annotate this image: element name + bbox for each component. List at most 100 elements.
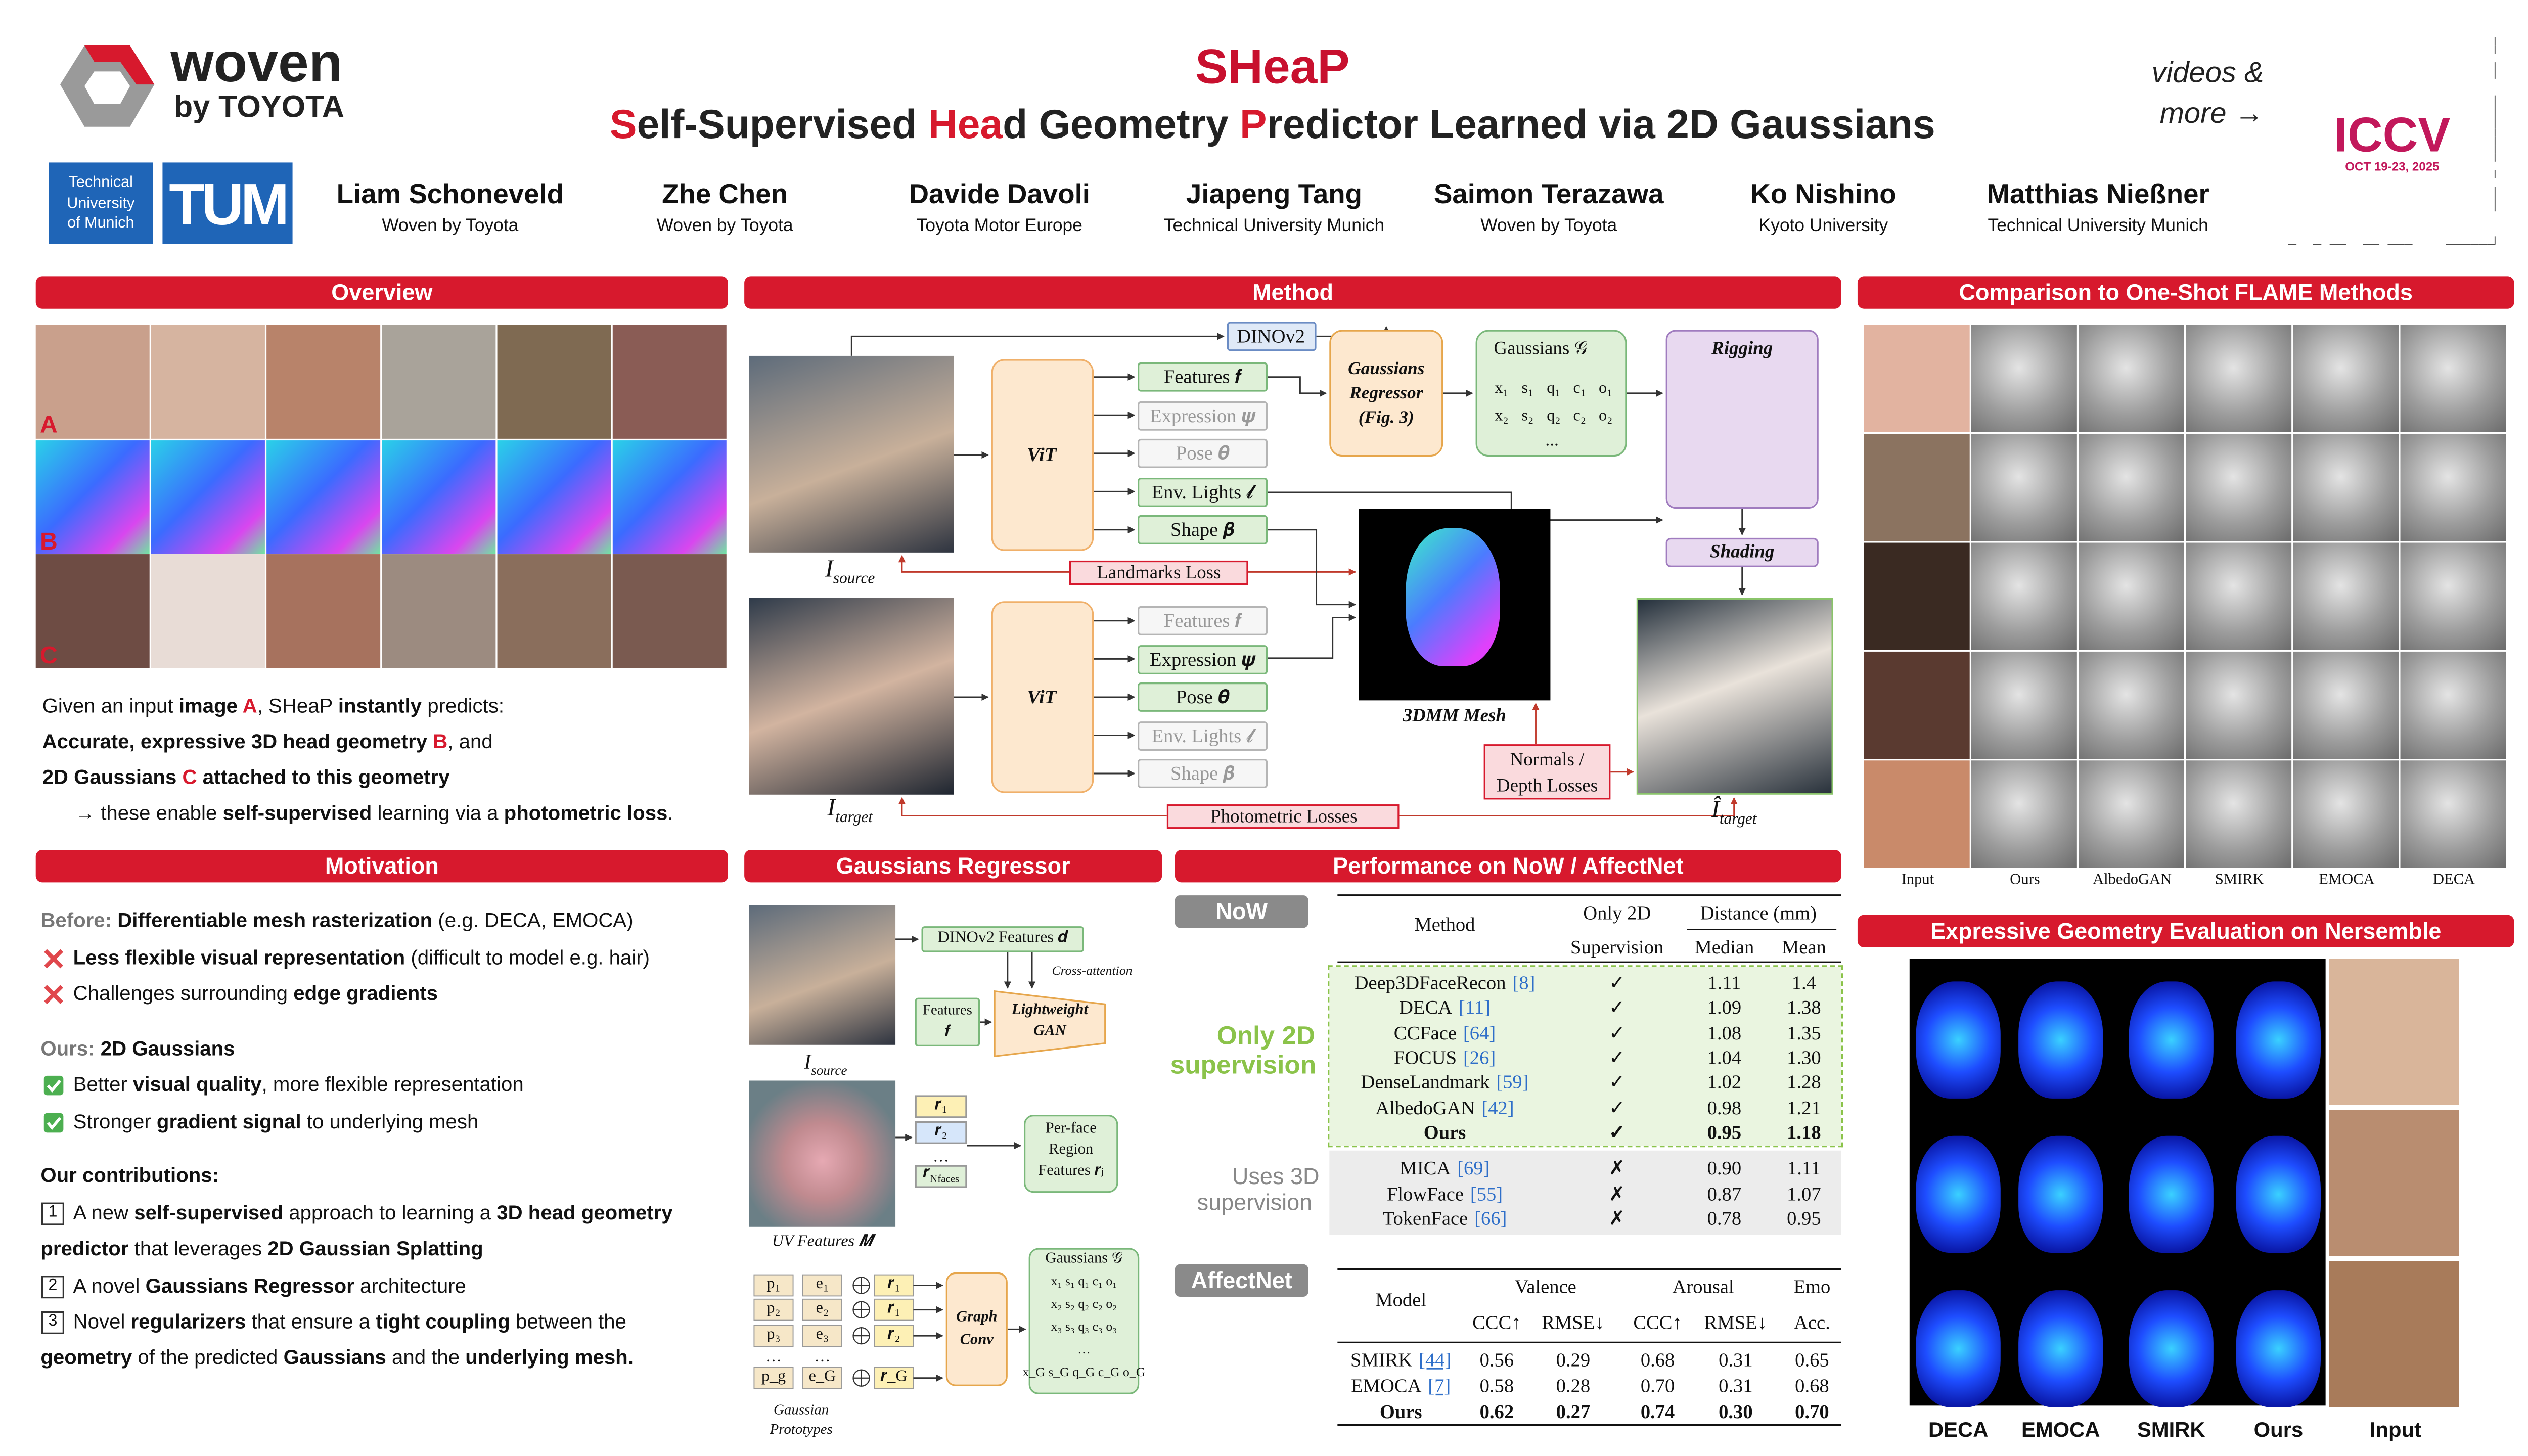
- text-run: instantly: [338, 694, 422, 717]
- section-bar: [35, 850, 729, 883]
- output-box: [1138, 759, 1268, 788]
- feature-box: [915, 997, 980, 1046]
- citation: [11]: [1459, 996, 1491, 1019]
- text-line: geometry of the predicted Gaussians and …: [40, 1346, 634, 1369]
- text-run: elf-Supervised: [637, 102, 928, 148]
- symbol: Î: [1711, 797, 1720, 824]
- region-box: [915, 1121, 967, 1144]
- text-run: B: [433, 730, 448, 753]
- text-run: edge gradients: [293, 982, 438, 1005]
- citation: [44]: [1419, 1348, 1452, 1371]
- text-line: Our contributions:: [40, 1165, 219, 1187]
- author-name: Zhe Chen: [662, 178, 788, 210]
- model-name: EMOCA: [1351, 1374, 1422, 1397]
- check-mark: [47, 1079, 62, 1093]
- text-run: predicts:: [422, 694, 505, 717]
- image: [266, 325, 381, 439]
- qr-code: [2286, 35, 2495, 244]
- image: [1971, 542, 2077, 650]
- output-box: [1138, 644, 1268, 674]
- image: [382, 325, 496, 439]
- label: 0.65: [1795, 1348, 1829, 1371]
- text-run: Accurate, expressive 3D head geometry: [42, 730, 433, 753]
- image: [266, 554, 381, 668]
- model-name: SMIRK: [1350, 1348, 1413, 1371]
- label: 𝒓₁: [887, 1275, 900, 1293]
- label: 0.95: [1707, 1120, 1742, 1144]
- label: 0.31: [1719, 1348, 1753, 1371]
- label: RMSE↓: [1704, 1310, 1768, 1334]
- symbol: I: [827, 796, 836, 823]
- label: Landmarks Loss: [1097, 563, 1221, 583]
- method-name: FOCUS: [1393, 1045, 1457, 1069]
- table-cell: AlbedoGAN [42]: [1375, 1097, 1514, 1117]
- image: [2329, 959, 2459, 1105]
- number-box: [41, 1202, 64, 1225]
- text-line: 2D Gaussians C attached to this geometry: [42, 767, 450, 789]
- text-run: (e.g. DECA, EMOCA): [432, 909, 634, 932]
- label: e₁: [816, 1275, 829, 1293]
- label: Gaussian: [773, 1401, 829, 1418]
- label: ViT: [1027, 443, 1057, 466]
- section-heading: Expressive Geometry Evaluation on Nersem…: [1930, 917, 2442, 944]
- image: [1864, 651, 1970, 759]
- label: 1.30: [1787, 1045, 1821, 1069]
- label: ✓: [1609, 971, 1626, 994]
- symbol: I: [825, 557, 833, 583]
- label: 0.78: [1707, 1207, 1742, 1230]
- proto-cell: [753, 1325, 794, 1347]
- number: 1: [48, 1203, 58, 1222]
- citation: [69]: [1457, 1156, 1490, 1179]
- subscript: source: [811, 1062, 847, 1078]
- method-name: FlowFace: [1386, 1181, 1464, 1205]
- label: Median: [1694, 935, 1754, 959]
- label: 0.70: [1640, 1374, 1675, 1397]
- number-box: [41, 1276, 64, 1299]
- image: [2293, 760, 2399, 868]
- plus-op: [853, 1301, 870, 1318]
- text-run: S: [609, 102, 637, 148]
- image: [1864, 434, 1970, 541]
- label: Shape 𝜷: [1170, 761, 1235, 785]
- label: RMSE↓: [1542, 1310, 1605, 1334]
- image: [382, 440, 496, 555]
- label: 𝒓₂: [887, 1326, 900, 1344]
- author-name: Ko Nishino: [1750, 178, 1897, 210]
- text-run: 2D Gaussian Splatting: [267, 1237, 483, 1260]
- text-run: of the predicted: [132, 1346, 284, 1369]
- math-label: Îtarget: [1711, 797, 1757, 829]
- label: 0.95: [1787, 1207, 1821, 1230]
- image: [2186, 760, 2292, 868]
- label: Input: [1901, 873, 1934, 889]
- author-name: Davide Davoli: [909, 178, 1090, 210]
- render-image: [1636, 598, 1833, 795]
- tag-box: [1175, 1264, 1308, 1297]
- image: [2400, 651, 2506, 759]
- text-run: underlying mesh.: [465, 1346, 634, 1369]
- label: 1.28: [1787, 1070, 1821, 1094]
- text-run: gradient signal: [156, 1110, 301, 1133]
- plus-op: [853, 1328, 870, 1344]
- arrow: [1268, 614, 1357, 659]
- table-cell: Ours: [1424, 1122, 1466, 1143]
- section-heading: Gaussians Regressor: [836, 852, 1070, 879]
- label: …: [933, 1148, 950, 1167]
- text-run: predictor: [40, 1237, 129, 1260]
- author-name: Jiapeng Tang: [1186, 178, 1363, 210]
- text-run: architecture: [354, 1275, 466, 1298]
- label: CCC↑: [1633, 1310, 1682, 1334]
- citation: [26]: [1463, 1045, 1496, 1069]
- label: DECA: [2432, 873, 2475, 889]
- group-2d-bg: [1328, 965, 1843, 1148]
- image: [2186, 325, 2292, 432]
- text-run: learning via a: [372, 802, 504, 825]
- proto-cell: [874, 1325, 914, 1347]
- author-affiliation: Technical University Munich: [1988, 216, 2208, 236]
- text-run: [95, 1037, 101, 1060]
- text-run: P: [1240, 102, 1267, 148]
- label: 1.38: [1787, 996, 1821, 1019]
- proto-cell: [802, 1325, 842, 1347]
- tum-name: of Munich: [67, 214, 134, 233]
- label: ViT: [1027, 685, 1057, 708]
- label: 1.21: [1787, 1096, 1821, 1119]
